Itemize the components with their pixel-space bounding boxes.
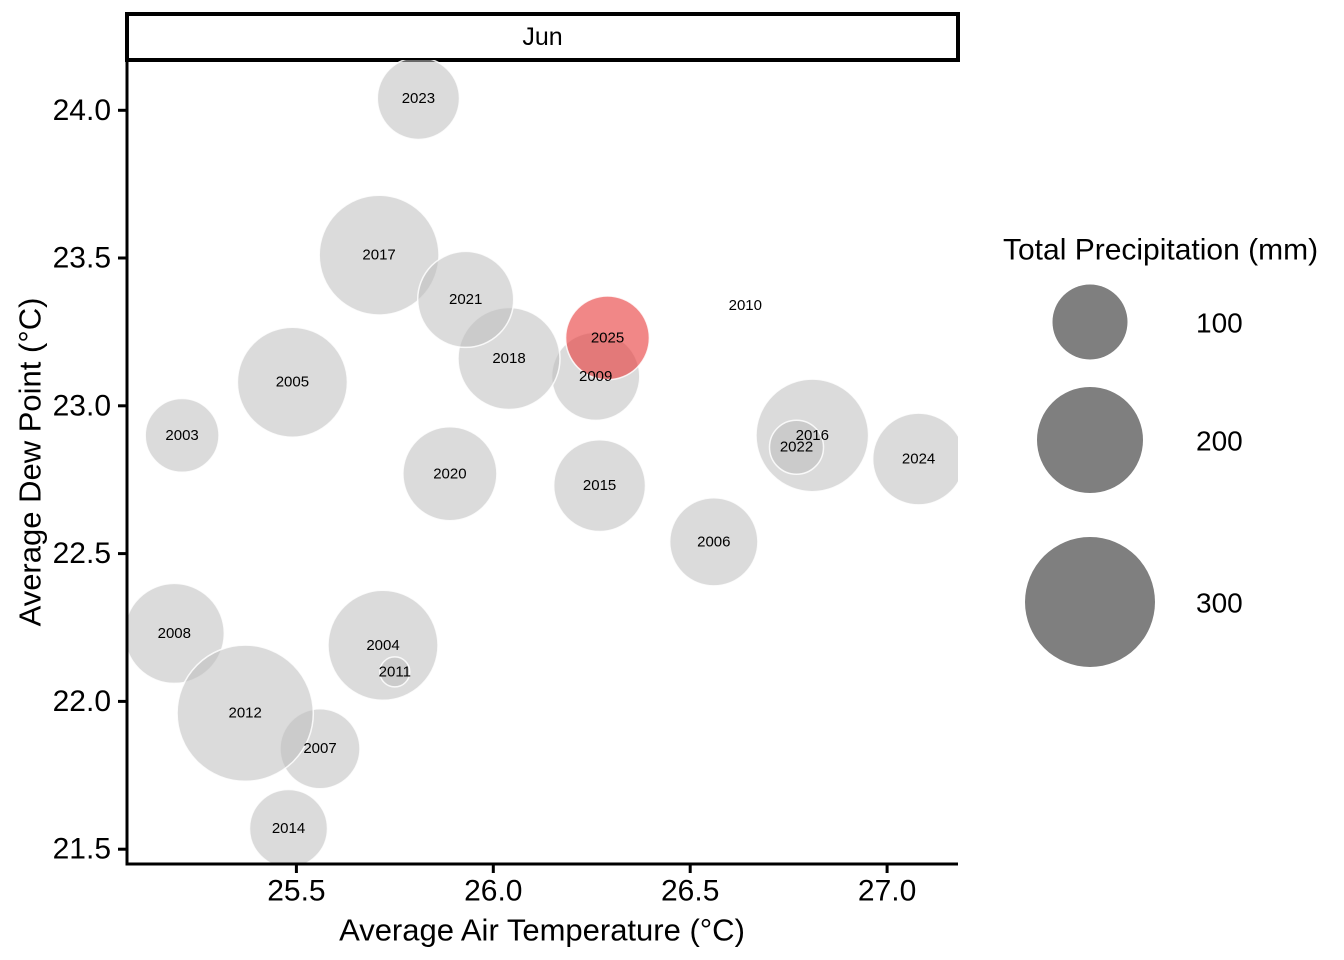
bubble-label-2007: 2007 [303,740,336,757]
bubble-label-2025: 2025 [591,329,624,346]
bubble-label-2020: 2020 [433,465,466,482]
legend-label-200: 200 [1196,426,1243,457]
year-labels-layer: 2003 2004 2005 2006 2007 2008 2009 2010 2011 2012… [158,90,936,837]
y-axis-ticks: 21.5 22.0 22.5 23.0 23.5 24.0 [53,94,127,866]
y-tick-label: 22.0 [53,685,111,718]
x-axis-title: Average Air Temperature (°C) [339,913,745,948]
legend-items: 100 200 300 [1025,284,1243,667]
bubble-2024 [871,412,958,506]
y-tick-label: 23.0 [53,389,111,422]
facet-strip [125,12,960,62]
bubble-label-2008: 2008 [158,625,191,642]
legend-circle-200 [1037,387,1143,493]
x-tick-label: 26.0 [464,875,522,908]
x-tick-label: 26.5 [661,875,719,908]
bubble-label-2024: 2024 [902,451,935,468]
bubble-label-2012: 2012 [229,705,262,722]
legend-title: Total Precipitation (mm) [1003,234,1318,267]
facet-strip-label: Jun [522,23,562,51]
bubble-2012 [176,644,315,783]
bubble-label-2010: 2010 [729,297,762,314]
bubble-2014 [248,788,329,864]
bubble-label-2003: 2003 [165,427,198,444]
bubble-2003 [144,397,220,474]
bubble-label-2009: 2009 [579,368,612,385]
bubble-label-2005: 2005 [276,374,309,391]
bubble-2020 [402,426,498,522]
bubble-2011 [379,656,411,688]
bubble-2022 [768,419,825,475]
bubble-2015 [552,438,647,533]
bubble-label-2017: 2017 [362,247,395,264]
bubble-2025 [564,295,651,381]
bubble-label-2023: 2023 [402,90,435,107]
y-axis-title: Average Dew Point (°C) [13,298,48,627]
x-tick-label: 25.5 [267,875,325,908]
bubble-label-2018: 2018 [492,350,525,367]
y-tick-label: 21.5 [53,833,111,866]
legend-label-300: 300 [1196,588,1243,619]
bubble-2008 [127,582,226,685]
bubble-2010 [742,302,748,308]
bubbles-layer [127,60,958,864]
y-tick-label: 22.5 [53,537,111,570]
y-tick-label: 23.5 [53,242,111,275]
x-tick-label: 27.0 [858,875,916,908]
bubble-label-2016: 2016 [796,427,829,444]
y-tick-label: 24.0 [53,94,111,127]
size-legend: Total Precipitation (mm) 100 200 300 [1003,234,1318,667]
bubble-label-2022: 2022 [780,439,813,456]
bubble-2006 [668,496,759,587]
bubble-label-2011: 2011 [379,663,411,680]
x-axis-ticks: 25.5 26.0 26.5 27.0 [267,864,916,908]
bubble-2023 [376,60,461,141]
legend-label-100: 100 [1196,308,1243,339]
bubble-label-2004: 2004 [366,637,399,654]
legend-circle-300 [1025,537,1155,667]
bubble-label-2021: 2021 [449,291,482,308]
bubble-2021 [416,250,515,349]
bubble-2005 [236,326,349,438]
bubble-2017 [318,194,440,316]
bubble-label-2015: 2015 [583,477,616,494]
legend-circle-100 [1052,284,1128,360]
bubble-label-2006: 2006 [697,533,730,550]
bubble-label-2014: 2014 [272,820,305,837]
